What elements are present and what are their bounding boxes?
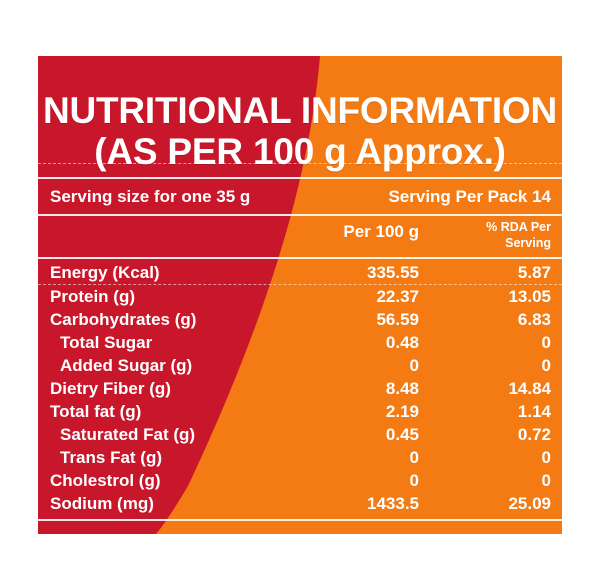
background-split	[38, 56, 562, 534]
row-label: Added Sugar (g)	[60, 356, 193, 375]
nutrition-panel: NUTRITIONAL INFORMATION (AS PER 100 g Ap…	[38, 56, 562, 534]
row-label: Energy (Kcal)	[50, 263, 160, 282]
row-per100-value: 22.37	[376, 287, 419, 306]
row-label: Total Sugar	[60, 333, 153, 352]
row-rda-value: 0.72	[517, 425, 551, 444]
serving-size: Serving size for one 35 g	[50, 187, 251, 206]
row-label: Cholestrol (g)	[50, 471, 161, 490]
row-label: Protein (g)	[50, 287, 135, 306]
divider-bottom	[38, 519, 562, 521]
row-per100-value: 8.48	[385, 379, 419, 398]
divider-above-serving	[38, 177, 562, 179]
column-header-rda-line1: % RDA Per	[486, 220, 551, 234]
row-label: Carbohydrates (g)	[50, 310, 197, 329]
row-per100-value: 2.19	[385, 402, 419, 421]
row-per100-value: 56.59	[376, 310, 419, 329]
divider-under-headers	[38, 257, 562, 259]
row-rda-value: 5.87	[517, 263, 551, 282]
row-label: Total fat (g)	[50, 402, 142, 421]
row-label: Saturated Fat (g)	[60, 425, 196, 444]
row-per100-value: 0.48	[385, 333, 419, 352]
row-label: Trans Fat (g)	[60, 448, 163, 467]
row-label: Sodium (mg)	[50, 494, 154, 513]
column-header-rda-line2: Serving	[505, 236, 551, 250]
row-rda-value: 1.14	[517, 402, 551, 421]
row-rda-value: 0	[541, 333, 551, 352]
divider-under-energy	[38, 284, 562, 285]
row-per100-value: 1433.5	[367, 494, 419, 513]
row-rda-value: 13.05	[508, 287, 551, 306]
column-header-per100: Per 100 g	[343, 222, 419, 241]
row-rda-value: 0	[541, 448, 551, 467]
row-per100-value: 0.45	[385, 425, 419, 444]
row-per100-value: 0	[409, 471, 419, 490]
row-rda-value: 14.84	[508, 379, 551, 398]
row-per100-value: 0	[409, 448, 419, 467]
row-per100-value: 335.55	[367, 263, 419, 282]
row-rda-value: 0	[541, 356, 551, 375]
row-label: Dietry Fiber (g)	[50, 379, 171, 398]
title-line-2: (AS PER 100 g Approx.)	[94, 131, 506, 172]
row-rda-value: 6.83	[517, 310, 551, 329]
red-curve-area	[38, 56, 320, 534]
divider-under-serving	[38, 214, 562, 216]
title-line-1: NUTRITIONAL INFORMATION	[42, 90, 558, 131]
row-per100-value: 0	[409, 356, 419, 375]
divider-under-title	[38, 163, 562, 164]
row-rda-value: 25.09	[508, 494, 551, 513]
row-rda-value: 0	[541, 471, 551, 490]
servings-per-pack: Serving Per Pack 14	[388, 187, 551, 206]
